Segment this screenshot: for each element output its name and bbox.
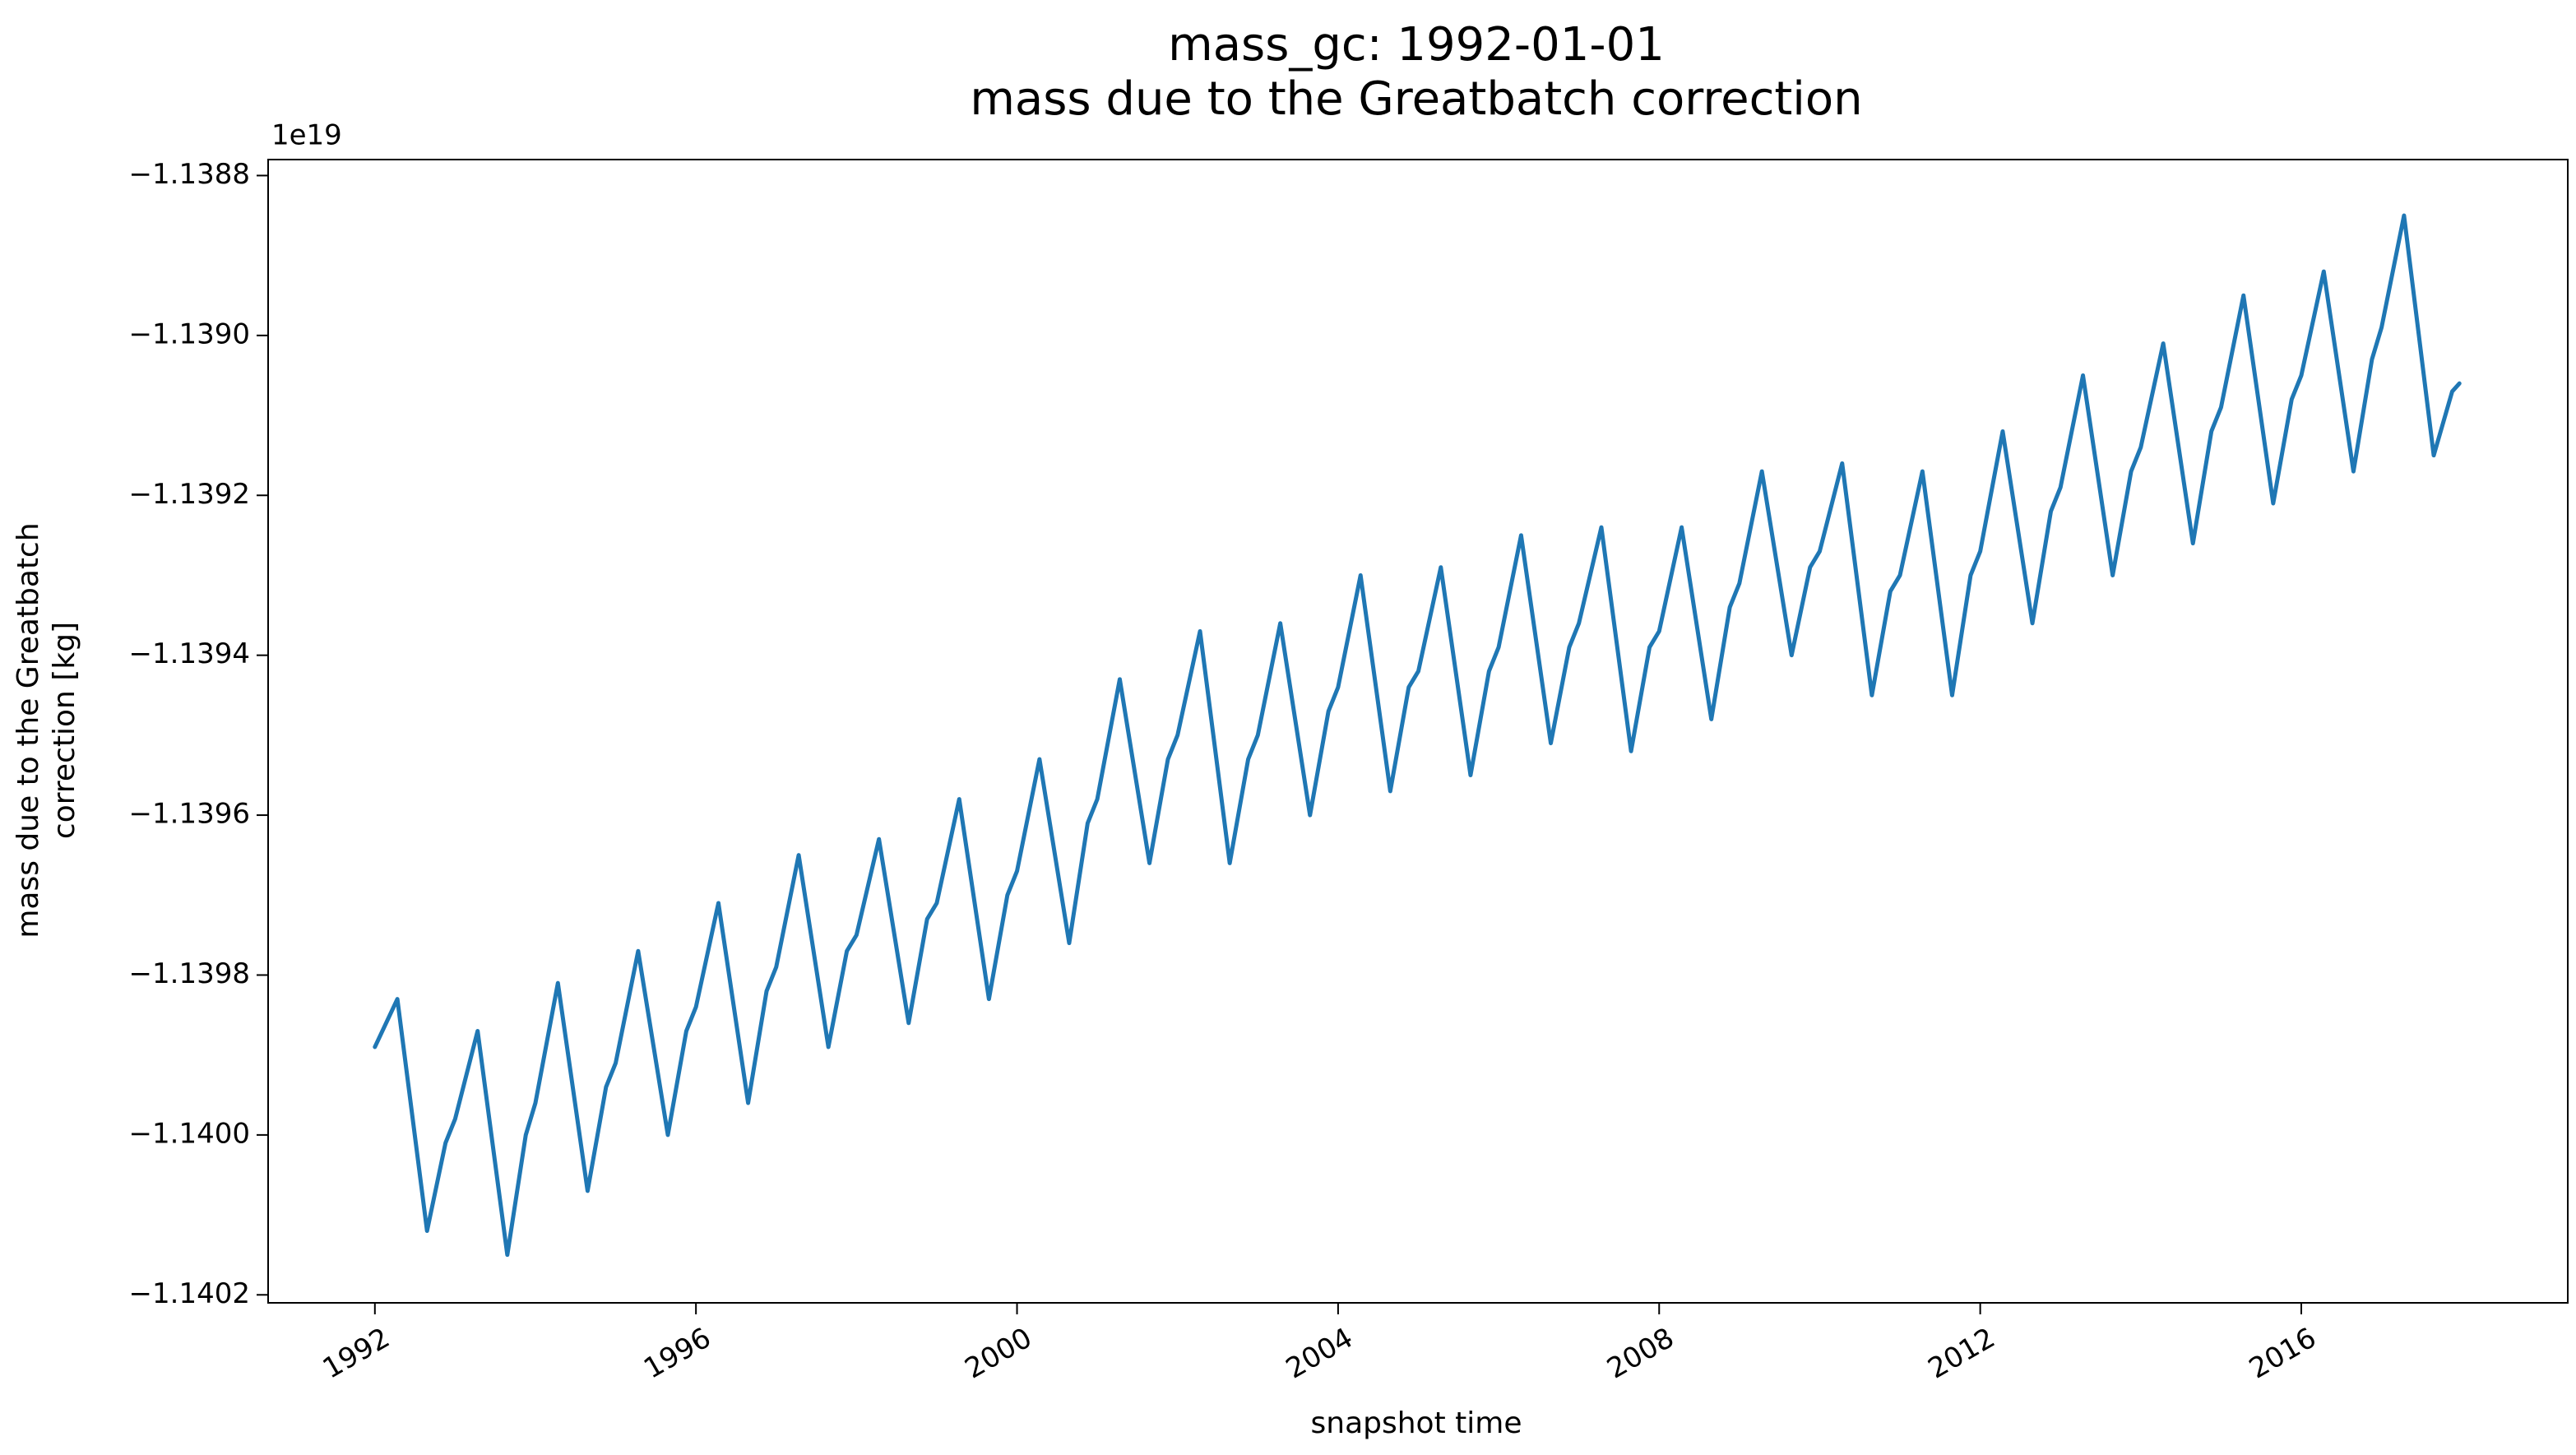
y-tick-label: −1.1402 <box>129 1277 250 1310</box>
x-tick-label: 2016 <box>2244 1322 2322 1386</box>
chart-subtitle: mass due to the Greatbatch correction <box>970 72 1862 126</box>
y-axis-label: correction [kg] <box>48 622 81 839</box>
y-tick-label: −1.1394 <box>129 637 250 670</box>
y-tick-label: −1.1392 <box>129 478 250 511</box>
x-tick-label: 1996 <box>638 1322 716 1386</box>
x-axis-label: snapshot time <box>1311 1406 1522 1440</box>
y-tick-label: −1.1390 <box>129 317 250 350</box>
y-tick-label: −1.1396 <box>129 798 250 831</box>
y-tick-label: −1.1388 <box>129 158 250 191</box>
x-tick-label: 2000 <box>959 1322 1037 1386</box>
chart-title: mass_gc: 1992-01-01 <box>1168 18 1665 72</box>
x-tick-label: 2004 <box>1281 1322 1359 1386</box>
y-tick-label: −1.1400 <box>129 1117 250 1150</box>
y-offset-label: 1e19 <box>271 119 342 152</box>
plot-frame <box>267 159 2569 1304</box>
x-tick-label: 2012 <box>1923 1322 2001 1386</box>
x-tick-label: 1992 <box>317 1322 396 1386</box>
data-line <box>373 213 2462 1258</box>
y-axis-label: mass due to the Greatbatch <box>12 522 45 938</box>
y-tick-label: −1.1398 <box>129 957 250 990</box>
x-tick-label: 2008 <box>1601 1322 1679 1386</box>
